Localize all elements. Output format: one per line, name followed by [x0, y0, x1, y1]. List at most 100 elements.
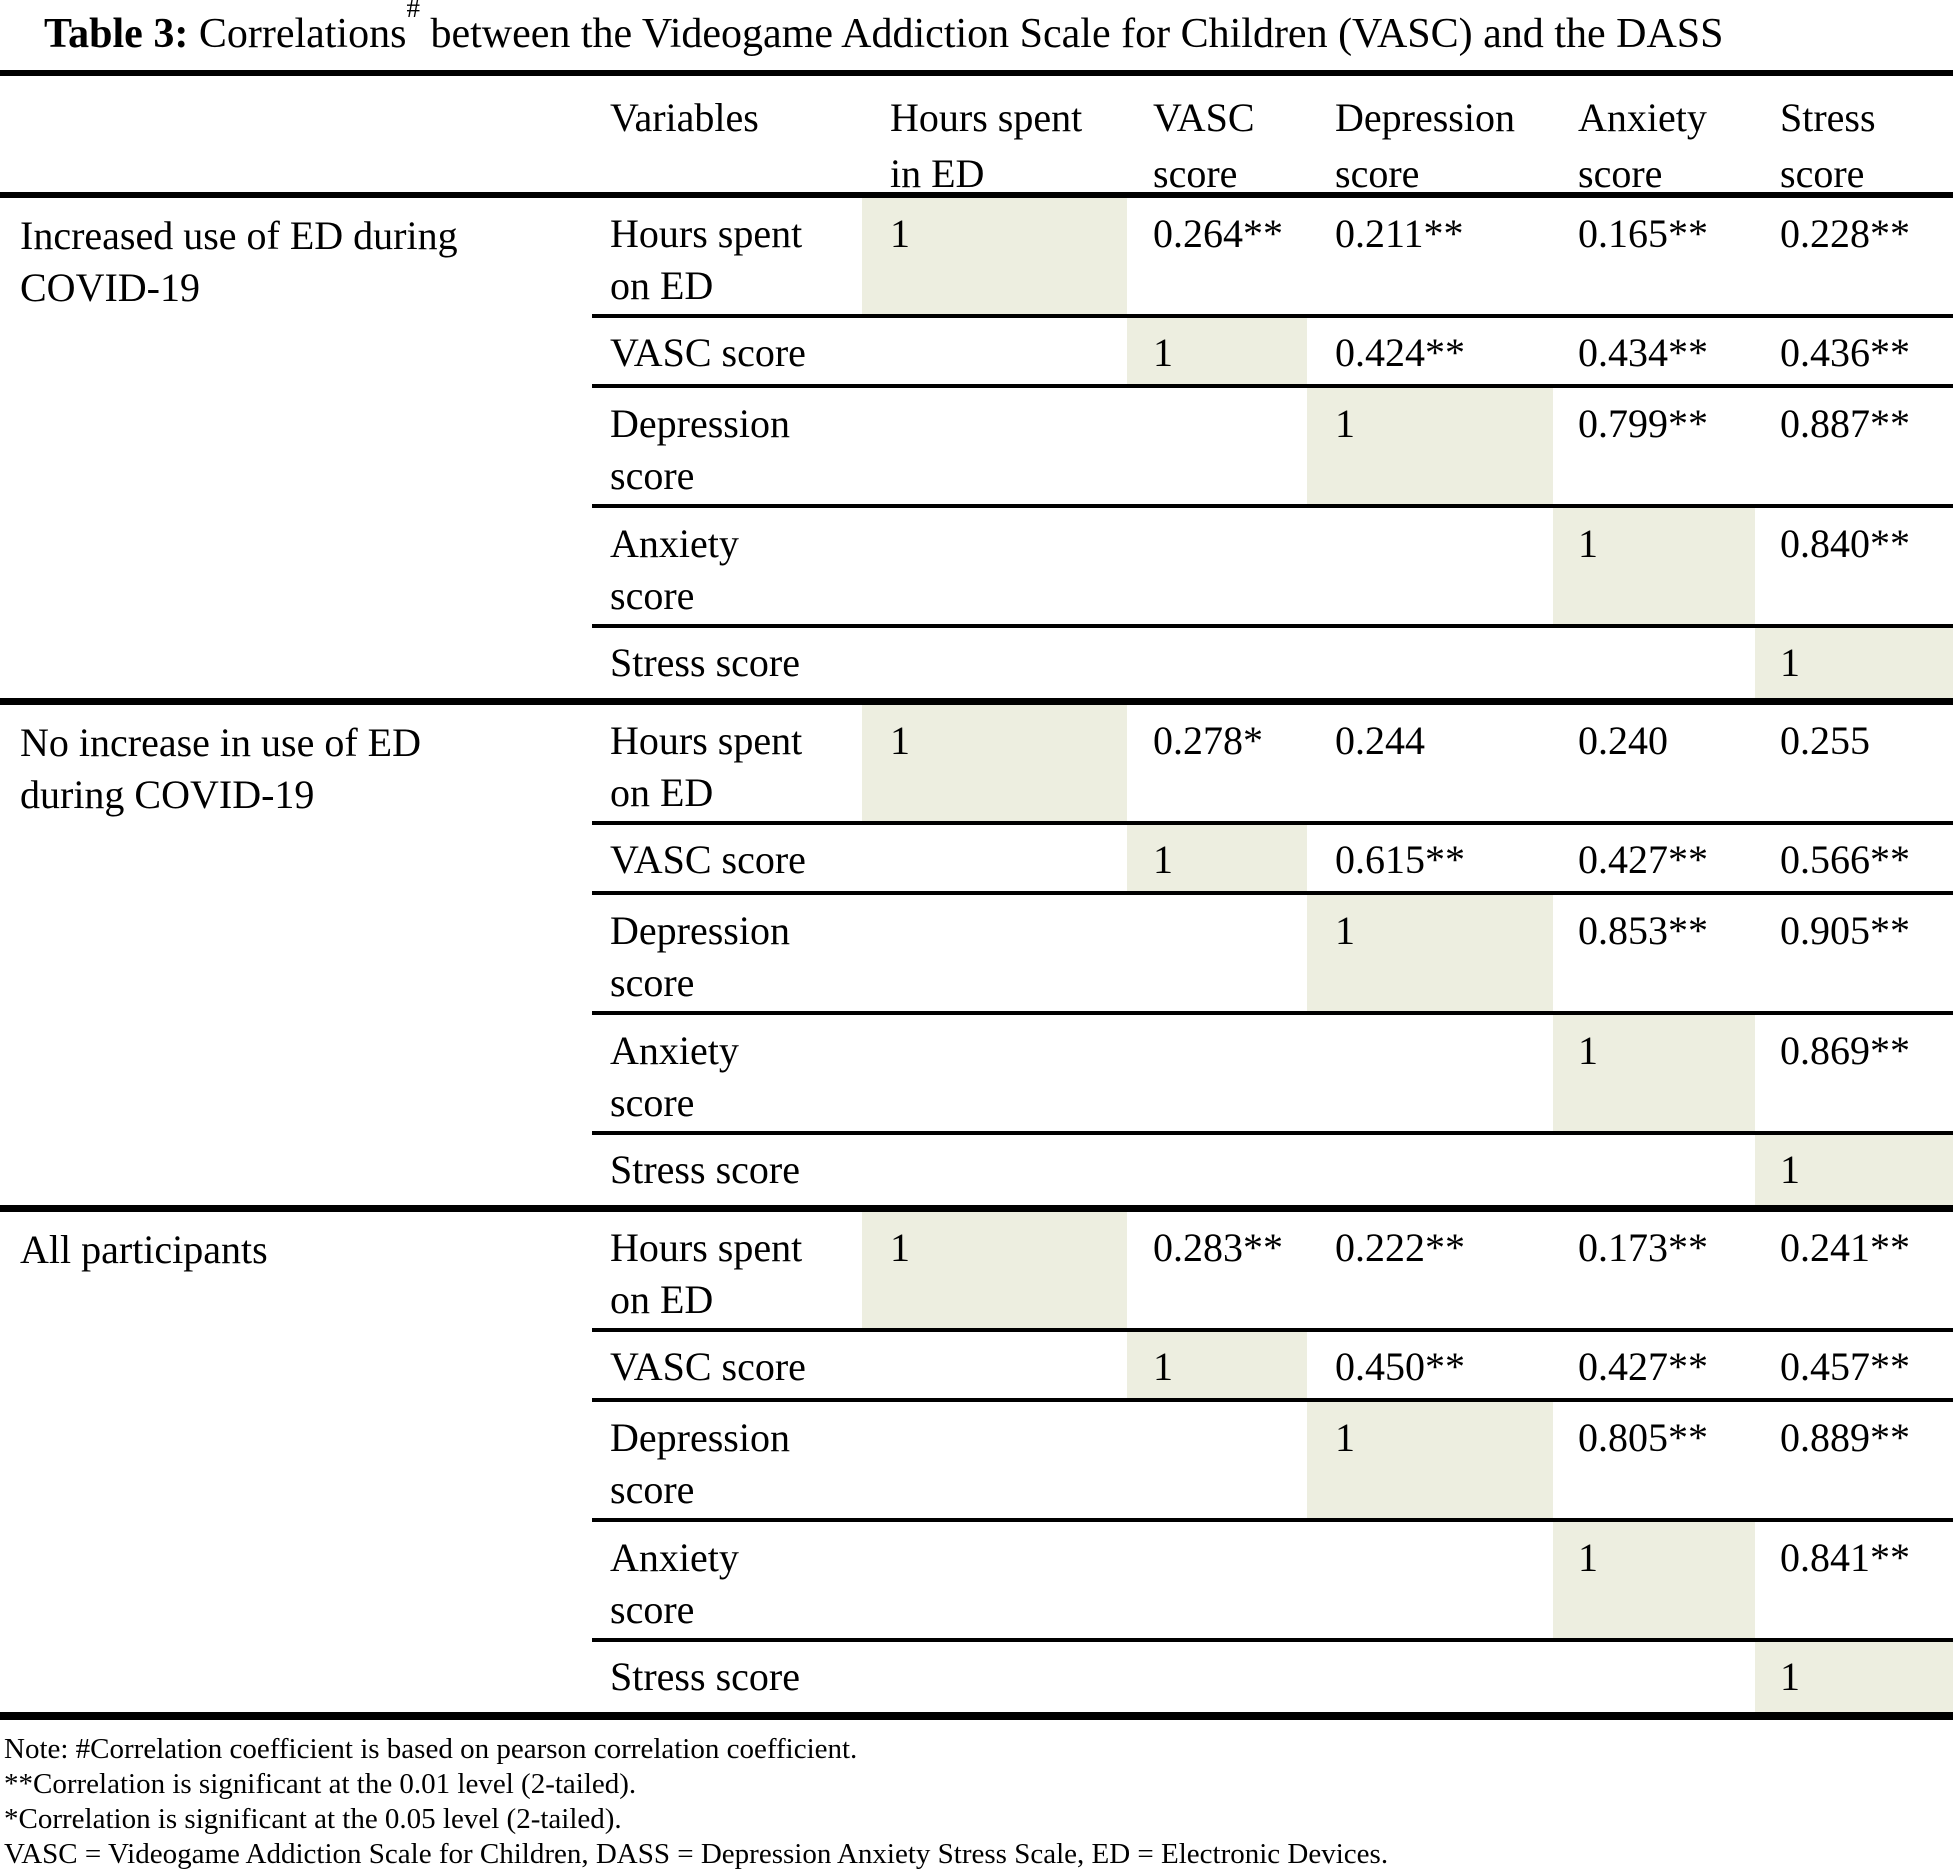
- cell: 0.853**: [1553, 895, 1755, 1011]
- cell: 0.427**: [1553, 1332, 1755, 1398]
- cell-value: 0.211**: [1335, 211, 1464, 256]
- cell-value: 0.244: [1335, 718, 1425, 763]
- cell: 0.905**: [1755, 895, 1953, 1011]
- cell-value: 0.255: [1780, 718, 1870, 763]
- cell: [862, 1332, 1127, 1398]
- row-label: on ED: [610, 263, 714, 308]
- cell: [862, 1015, 1127, 1131]
- cell: [1307, 1522, 1553, 1638]
- row-label: score: [610, 573, 695, 618]
- header-depression-score: Depression score: [1307, 76, 1553, 196]
- row-label: Depression: [610, 1415, 790, 1460]
- header-spacer: [0, 76, 592, 192]
- cell: [1127, 508, 1307, 624]
- note-line: **Correlation is significant at the 0.01…: [4, 1768, 637, 1800]
- group-label-line: during COVID-19: [20, 772, 315, 817]
- cell-value: 0.165**: [1578, 211, 1708, 256]
- header-label: in ED: [890, 151, 985, 196]
- cell: [1553, 628, 1755, 698]
- note-line: Note: #Correlation coefficient is based …: [4, 1733, 858, 1765]
- cell-diagonal: 1: [1553, 508, 1755, 624]
- table-row: Stress score 1: [0, 1642, 1953, 1712]
- header-label: Stress: [1780, 95, 1876, 140]
- group-label-line: All participants: [20, 1227, 268, 1272]
- table-notes: Note: #Correlation coefficient is based …: [4, 1732, 1953, 1869]
- row-label-cell: Stress score: [592, 1642, 862, 1712]
- table-row: Hours spent on ED 1 0.283** 0.222** 0.173…: [0, 1212, 1953, 1328]
- cell: [1307, 508, 1553, 624]
- row-label: Depression: [610, 908, 790, 953]
- row-label: score: [610, 1080, 695, 1125]
- cell-value: 0.615**: [1335, 837, 1465, 882]
- cell-value: 0.566**: [1780, 837, 1910, 882]
- cell: 0.211**: [1307, 198, 1553, 314]
- cell: [862, 388, 1127, 504]
- row-label-cell: Anxiety score: [592, 1522, 862, 1638]
- group-no-increase: No increase in use of ED during COVID-19 …: [0, 705, 1953, 1205]
- row-label-cell: VASC score: [592, 318, 862, 384]
- cell: 0.255: [1755, 705, 1953, 821]
- header-hours-in-ed: Hours spent in ED: [862, 76, 1127, 196]
- cell: [862, 1642, 1127, 1712]
- cell-value: 0.887**: [1780, 401, 1910, 446]
- cell-diagonal: 1: [1127, 1332, 1307, 1398]
- cell: 0.887**: [1755, 388, 1953, 504]
- cell-value: 0.450**: [1335, 1344, 1465, 1389]
- row-spacer: [0, 1522, 592, 1638]
- cell: [1307, 1015, 1553, 1131]
- row-label: VASC score: [610, 330, 806, 375]
- cell-value: 0.840**: [1780, 521, 1910, 566]
- row-label: on ED: [610, 770, 714, 815]
- row-label-cell: Hours spent on ED: [592, 198, 862, 314]
- cell-diagonal: 1: [1755, 1642, 1953, 1712]
- cell: 0.889**: [1755, 1402, 1953, 1518]
- cell-value: 1: [890, 211, 910, 256]
- cell-diagonal: 1: [1127, 825, 1307, 891]
- cell-diagonal: 1: [1127, 318, 1307, 384]
- table-top-rule: [0, 70, 1953, 76]
- cell: 0.615**: [1307, 825, 1553, 891]
- cell: 0.434**: [1553, 318, 1755, 384]
- cell-value: 0.173**: [1578, 1225, 1708, 1270]
- table-row: Anxiety score 1 0.869**: [0, 1015, 1953, 1131]
- cell-value: 1: [890, 718, 910, 763]
- cell: 0.222**: [1307, 1212, 1553, 1328]
- row-spacer: [0, 1332, 592, 1398]
- cell: [862, 1402, 1127, 1518]
- table-row: Stress score 1: [0, 1135, 1953, 1205]
- title-text-2: between the Videogame Addiction Scale fo…: [419, 11, 1724, 57]
- header-label: Hours spent: [890, 95, 1083, 140]
- group-label: All participants: [20, 1224, 580, 1276]
- row-label: Stress score: [610, 640, 800, 685]
- cell: [1127, 895, 1307, 1011]
- cell-value: 0.436**: [1780, 330, 1910, 375]
- row-label: Hours spent: [610, 211, 803, 256]
- header-label: Depression: [1335, 95, 1515, 140]
- table-row: VASC score 1 0.615** 0.427** 0.566**: [0, 825, 1953, 891]
- title-superscript: #: [406, 0, 420, 23]
- row-label: VASC score: [610, 837, 806, 882]
- cell-value: 1: [1578, 1535, 1598, 1580]
- cell: 0.450**: [1307, 1332, 1553, 1398]
- row-label: on ED: [610, 1277, 714, 1322]
- header-label: score: [1335, 151, 1420, 196]
- cell-value: 1: [1780, 640, 1800, 685]
- cell-value: 0.457**: [1780, 1344, 1910, 1389]
- cell: [1307, 1135, 1553, 1205]
- table-row: VASC score 1 0.450** 0.427** 0.457**: [0, 1332, 1953, 1398]
- table-row: Anxiety score 1 0.841**: [0, 1522, 1953, 1638]
- row-label: Hours spent: [610, 718, 803, 763]
- cell: [862, 825, 1127, 891]
- row-rule: [592, 1518, 1953, 1522]
- header-anxiety-score: Anxiety score: [1553, 76, 1755, 196]
- cell-value: 1: [1578, 521, 1598, 566]
- group-all-participants: All participants Hours spent on ED 1 0.28…: [0, 1212, 1953, 1712]
- cell-value: 0.869**: [1780, 1028, 1910, 1073]
- header-stress-score: Stress score: [1755, 76, 1953, 196]
- row-rule: [592, 504, 1953, 508]
- cell: 0.264**: [1127, 198, 1307, 314]
- header-label: VASC: [1153, 95, 1255, 140]
- cell: [862, 508, 1127, 624]
- row-spacer: [0, 508, 592, 624]
- row-label-cell: Depression score: [592, 1402, 862, 1518]
